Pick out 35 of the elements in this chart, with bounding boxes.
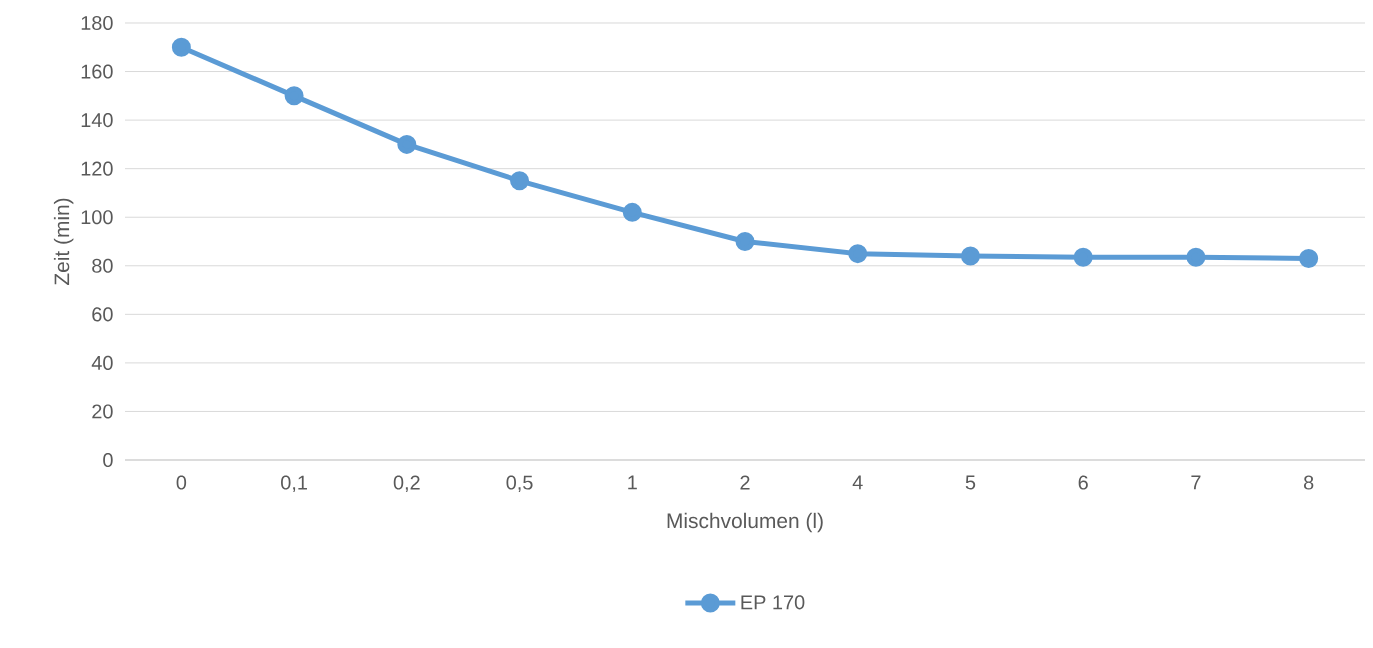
point: [1186, 247, 1206, 267]
point: [510, 171, 530, 191]
x-axis-title: Mischvolumen (l): [667, 512, 823, 533]
y-tick-label: 160: [81, 64, 113, 79]
y-tick-label: 140: [81, 113, 113, 128]
y-tick-label: 20: [92, 404, 113, 419]
x-tick-label: 6: [1078, 475, 1088, 490]
point: [1299, 249, 1319, 268]
y-axis-title: Zeit (min): [53, 198, 74, 286]
y-tick-label: 40: [91, 355, 113, 370]
y-tick-label: 180: [81, 15, 113, 31]
point: [848, 244, 868, 264]
x-tick-label: 5: [965, 475, 976, 490]
x-tick-label: 0,2: [393, 475, 420, 492]
x-tick-label: 0,1: [281, 475, 307, 492]
y-tick-label: 0: [103, 452, 113, 468]
y-tick-label: 80: [92, 258, 113, 273]
y-tick-label: 100: [81, 210, 113, 225]
point: [284, 86, 304, 106]
point: [622, 202, 642, 222]
x-tick-label: 4: [852, 475, 863, 490]
legend-label: EP 170: [741, 595, 805, 610]
point: [397, 134, 417, 154]
y-tick-label: 60: [92, 307, 113, 322]
point: [171, 37, 191, 57]
point: [1073, 247, 1093, 267]
x-tick-label: 0: [176, 475, 187, 490]
point: [960, 246, 980, 266]
point: [735, 232, 755, 251]
x-tick-label: 2: [740, 475, 750, 490]
x-tick-label: 7: [1191, 475, 1201, 490]
x-tick-label: 0,5: [506, 475, 533, 492]
x-tick-label: 8: [1303, 475, 1314, 490]
x-tick-label: 1: [628, 475, 637, 490]
y-tick-label: 120: [81, 161, 113, 176]
